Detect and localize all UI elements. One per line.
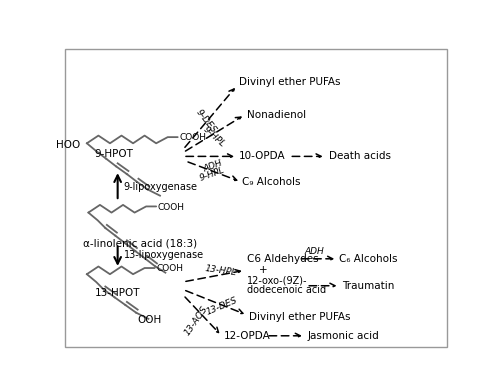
Text: Divinyl ether PUFAs: Divinyl ether PUFAs [240,77,341,87]
Text: 9-HPL: 9-HPL [198,165,226,183]
Text: 9-DES: 9-DES [194,107,218,134]
Text: 13-AOS: 13-AOS [183,304,210,337]
Text: 13-HPOT: 13-HPOT [94,288,140,298]
Text: HOO: HOO [56,140,80,150]
Text: COOH: COOH [158,203,184,212]
Text: 13-DES: 13-DES [204,296,238,317]
Text: Death acids: Death acids [328,151,390,162]
Text: 13-HPL: 13-HPL [204,265,238,278]
Text: dodecenoic acid: dodecenoic acid [247,285,326,295]
Text: α-linolenic acid (18:3): α-linolenic acid (18:3) [83,238,197,248]
Text: 12-oxo-(9Z)-: 12-oxo-(9Z)- [247,275,308,285]
Text: Divinyl ether PUFAs: Divinyl ether PUFAs [248,312,350,321]
Text: ADH: ADH [202,159,224,174]
Text: COOH: COOH [156,264,183,273]
Text: 12-OPDA: 12-OPDA [224,331,270,341]
Text: 10-OPDA: 10-OPDA [240,151,286,162]
Text: +: + [258,265,267,275]
Text: C₉ Alcohols: C₉ Alcohols [242,177,301,187]
Text: 13-lipoxygenase: 13-lipoxygenase [124,250,204,260]
Text: 9-HPOT: 9-HPOT [94,149,134,159]
Text: ADH: ADH [305,247,324,256]
Text: Traumatin: Traumatin [342,281,395,291]
Text: 9-lipoxygenase: 9-lipoxygenase [124,182,198,192]
Text: Jasmonic acid: Jasmonic acid [307,331,379,341]
Text: COOH: COOH [179,133,206,142]
Text: OOH: OOH [137,316,161,325]
Text: C₆ Alcohols: C₆ Alcohols [340,254,398,264]
Text: C6 Aldehydes: C6 Aldehydes [247,254,318,264]
Text: 9-HPL: 9-HPL [202,125,227,149]
Text: Nonadienol: Nonadienol [247,110,306,120]
